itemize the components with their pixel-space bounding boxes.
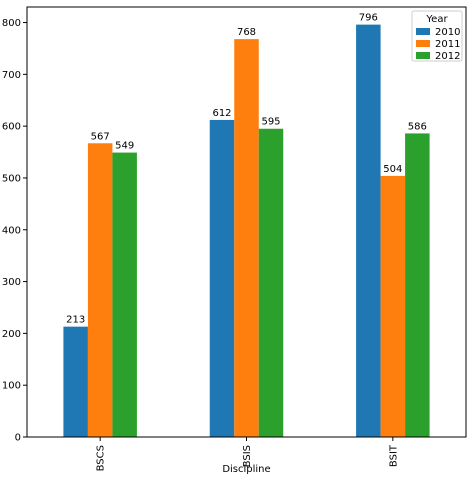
data-label: 612 bbox=[212, 108, 231, 119]
x-tick-label: BSIS bbox=[242, 445, 253, 467]
data-label: 768 bbox=[237, 27, 256, 38]
bar-bsis-2012 bbox=[258, 128, 284, 437]
legend-entry-2012: 2012 bbox=[435, 51, 460, 62]
bar-bscs-2012 bbox=[112, 152, 137, 437]
legend-swatch-2011 bbox=[416, 40, 430, 47]
legend-title: Year bbox=[425, 14, 448, 25]
bar-bscs-2011 bbox=[87, 143, 113, 438]
data-label: 549 bbox=[115, 141, 134, 152]
bar-bsit-2011 bbox=[380, 175, 406, 437]
bar-bsit-2012 bbox=[405, 133, 430, 437]
legend-box bbox=[411, 10, 463, 62]
bar-bsis-2010 bbox=[209, 119, 235, 437]
x-tick-label: BSCS bbox=[96, 445, 107, 471]
y-tick-label: 0 bbox=[15, 433, 21, 444]
data-label: 595 bbox=[261, 117, 280, 128]
y-tick-label: 300 bbox=[2, 277, 21, 288]
plot-frame bbox=[26, 6, 467, 438]
y-tick-label: 500 bbox=[2, 173, 21, 184]
x-tick-label: BSIT bbox=[388, 444, 399, 467]
data-label: 586 bbox=[408, 121, 427, 132]
y-tick-label: 100 bbox=[2, 381, 21, 392]
legend-swatch-2010 bbox=[416, 28, 430, 35]
y-axis: 0 100 200 300 400 500 600 700 800 bbox=[2, 18, 27, 444]
data-label: 567 bbox=[91, 131, 110, 142]
bar-bsit-2010 bbox=[356, 24, 381, 437]
y-tick-label: 700 bbox=[2, 70, 21, 81]
x-axis-title: Discipline bbox=[222, 464, 270, 475]
bar-bscs-2010 bbox=[63, 326, 88, 437]
data-label: 504 bbox=[383, 164, 402, 175]
legend-entry-2011: 2011 bbox=[435, 39, 460, 50]
legend-swatch-2012 bbox=[416, 52, 430, 59]
data-label: 796 bbox=[359, 13, 378, 24]
y-tick-label: 400 bbox=[2, 225, 21, 236]
y-tick-label: 800 bbox=[2, 18, 21, 29]
bars-group bbox=[63, 24, 430, 438]
bar-bsis-2011 bbox=[234, 39, 259, 437]
data-label: 213 bbox=[66, 315, 85, 326]
x-axis: BSCS BSIS BSIT bbox=[96, 437, 399, 471]
y-tick-label: 200 bbox=[2, 329, 21, 340]
legend-entry-2010: 2010 bbox=[435, 27, 460, 38]
data-labels-group: 213 567 549 612 768 595 796 504 586 bbox=[66, 13, 427, 326]
y-tick-label: 600 bbox=[2, 122, 21, 133]
